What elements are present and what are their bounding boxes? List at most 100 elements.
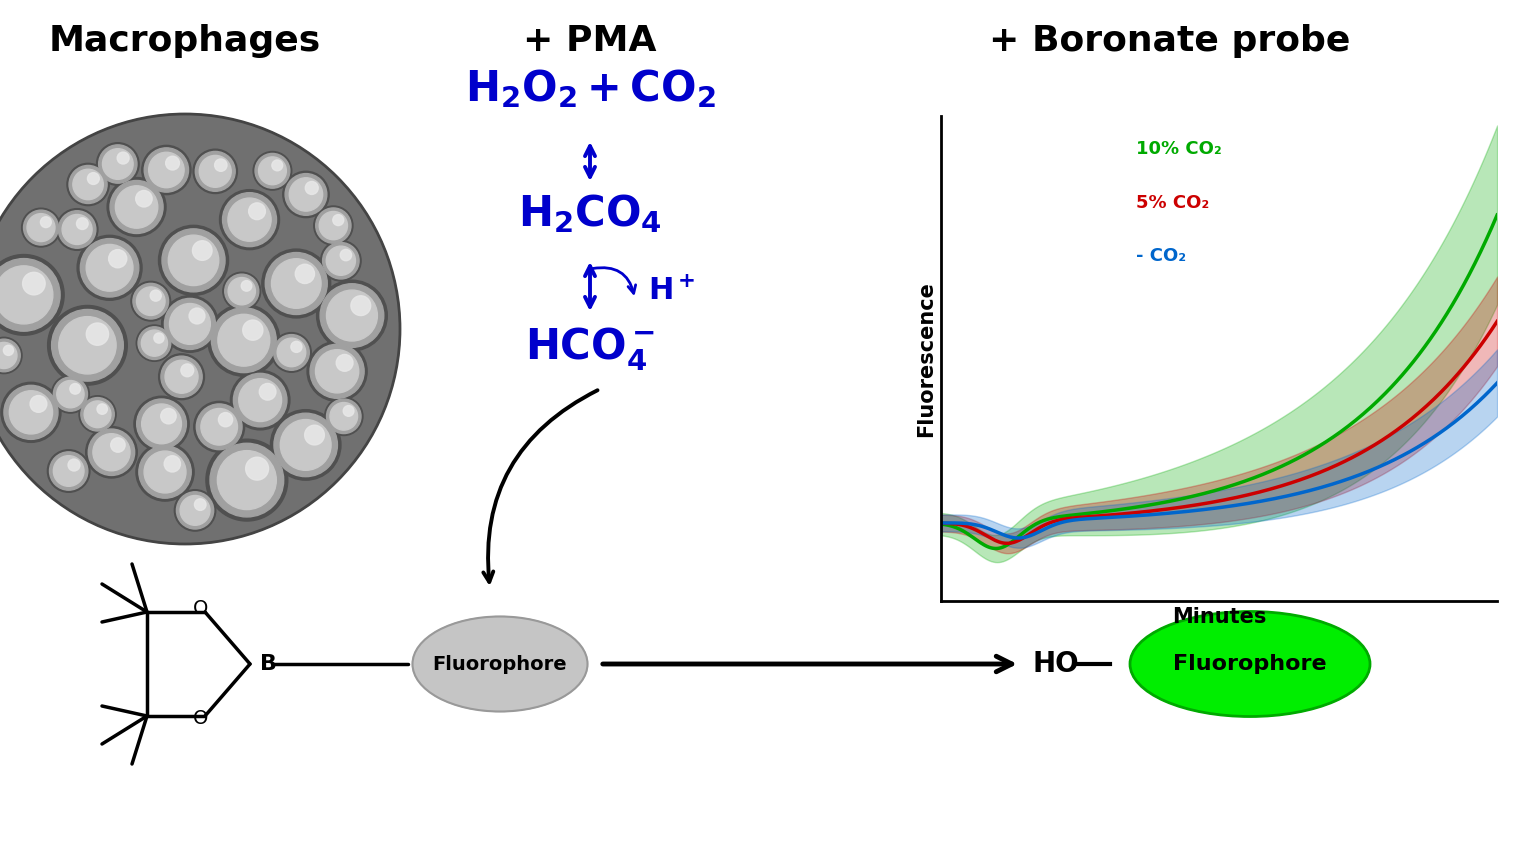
Circle shape (76, 218, 88, 229)
Circle shape (158, 354, 204, 399)
Text: Fluorophore: Fluorophore (1173, 654, 1327, 674)
Circle shape (164, 456, 180, 472)
X-axis label: Minutes: Minutes (1173, 606, 1266, 627)
Circle shape (41, 216, 52, 228)
Circle shape (277, 338, 306, 367)
Text: 10% CO₂: 10% CO₂ (1136, 140, 1221, 158)
Circle shape (142, 145, 190, 195)
Circle shape (195, 499, 206, 510)
Circle shape (201, 409, 238, 445)
Circle shape (0, 343, 17, 369)
Circle shape (332, 215, 344, 226)
Circle shape (145, 148, 189, 192)
Circle shape (189, 308, 206, 324)
Circle shape (47, 450, 90, 492)
Circle shape (81, 398, 114, 431)
Circle shape (225, 274, 259, 308)
Circle shape (52, 375, 90, 413)
Circle shape (291, 341, 302, 352)
Circle shape (196, 404, 242, 449)
Circle shape (285, 174, 327, 216)
Circle shape (96, 143, 139, 186)
Circle shape (0, 265, 53, 324)
Circle shape (262, 249, 330, 318)
Circle shape (69, 166, 107, 204)
Circle shape (169, 235, 219, 285)
Circle shape (136, 443, 193, 501)
Circle shape (87, 173, 99, 185)
Circle shape (117, 152, 129, 164)
Circle shape (254, 154, 289, 188)
Text: $\mathbf{H_2CO_4}$: $\mathbf{H_2CO_4}$ (518, 192, 663, 235)
Circle shape (136, 325, 172, 362)
Circle shape (324, 397, 362, 436)
Ellipse shape (1130, 612, 1371, 716)
Circle shape (326, 290, 378, 341)
Circle shape (230, 370, 289, 430)
Circle shape (111, 438, 125, 452)
Circle shape (320, 241, 361, 281)
Circle shape (323, 242, 359, 279)
Circle shape (212, 308, 276, 373)
Circle shape (241, 281, 251, 291)
Circle shape (350, 295, 370, 315)
Circle shape (0, 114, 401, 544)
Circle shape (164, 298, 215, 350)
Circle shape (0, 254, 64, 335)
Circle shape (164, 360, 198, 393)
Circle shape (69, 459, 79, 471)
Circle shape (180, 496, 210, 526)
Circle shape (131, 282, 171, 321)
Circle shape (53, 377, 87, 411)
Circle shape (314, 206, 353, 245)
Circle shape (228, 277, 256, 305)
Circle shape (330, 403, 358, 430)
Circle shape (81, 239, 139, 297)
Circle shape (253, 151, 292, 190)
Circle shape (137, 287, 164, 315)
Text: O: O (193, 600, 209, 618)
Circle shape (67, 163, 110, 205)
Circle shape (166, 156, 180, 170)
Circle shape (274, 413, 338, 477)
Text: + PMA: + PMA (524, 24, 656, 58)
Circle shape (23, 272, 46, 295)
Circle shape (134, 396, 189, 452)
Circle shape (271, 410, 341, 480)
Circle shape (289, 178, 323, 211)
Circle shape (193, 401, 245, 452)
Circle shape (222, 192, 277, 247)
Circle shape (317, 280, 387, 351)
Circle shape (145, 451, 186, 493)
Circle shape (58, 210, 96, 248)
Circle shape (87, 323, 108, 345)
Circle shape (110, 180, 163, 234)
Circle shape (85, 426, 137, 478)
Circle shape (50, 452, 88, 490)
Circle shape (23, 210, 58, 245)
Circle shape (228, 198, 271, 241)
Circle shape (107, 178, 166, 236)
Circle shape (142, 404, 181, 444)
Circle shape (218, 451, 276, 509)
Circle shape (337, 355, 353, 371)
Circle shape (195, 151, 235, 192)
Circle shape (139, 446, 192, 498)
Circle shape (161, 228, 225, 292)
Text: HO: HO (1033, 650, 1080, 678)
Circle shape (315, 350, 359, 393)
Circle shape (177, 491, 213, 529)
Circle shape (9, 391, 53, 434)
Circle shape (88, 429, 134, 475)
Circle shape (78, 235, 142, 301)
Circle shape (215, 159, 227, 171)
Circle shape (169, 303, 210, 344)
Circle shape (174, 490, 216, 531)
Circle shape (305, 425, 324, 445)
Circle shape (320, 283, 384, 347)
Text: Fluorophore: Fluorophore (433, 655, 567, 673)
Text: - CO₂: - CO₂ (1136, 247, 1186, 265)
Circle shape (53, 455, 84, 486)
Text: O: O (193, 710, 209, 728)
Circle shape (93, 434, 129, 471)
